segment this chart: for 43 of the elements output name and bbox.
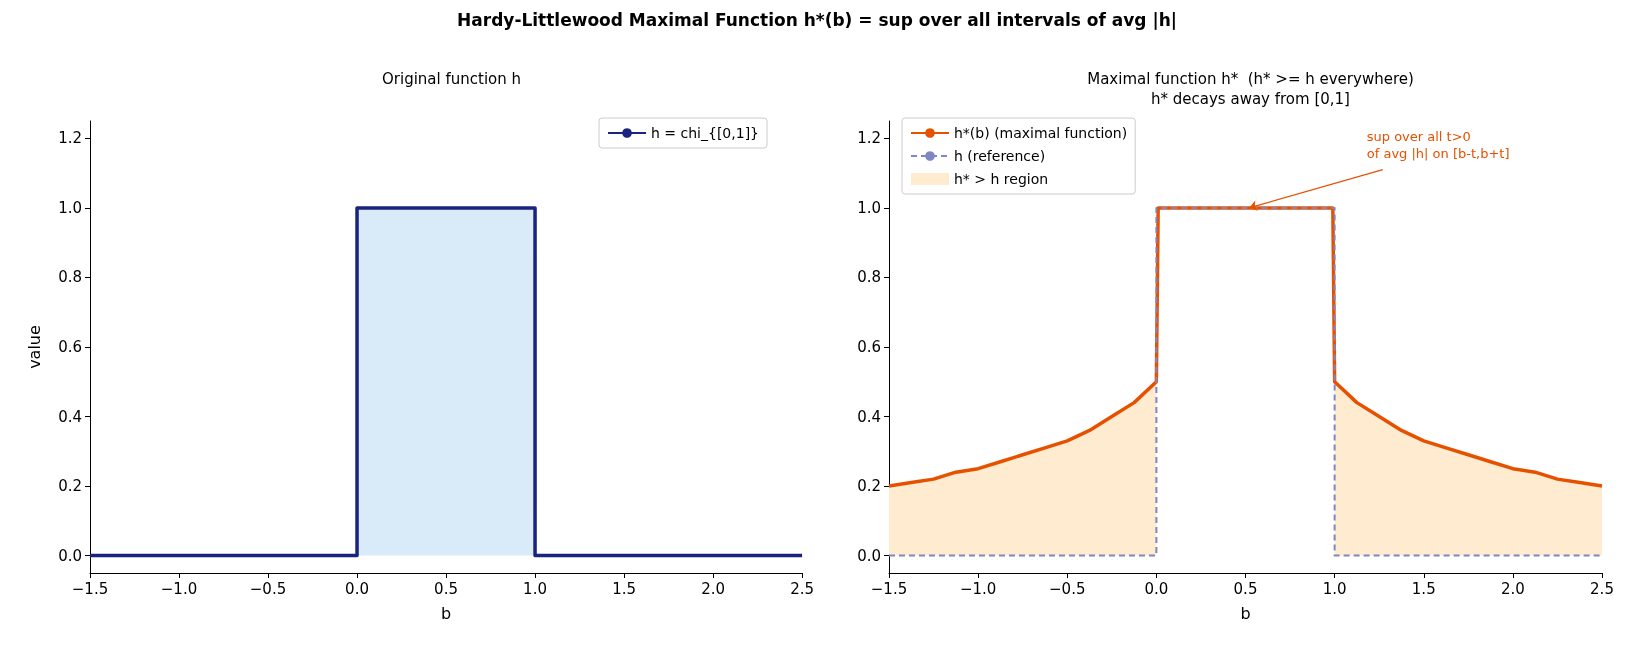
x-tick-label: 2.0 bbox=[1500, 579, 1525, 598]
x-tick-label: −1.0 bbox=[959, 579, 997, 598]
legend-label: h (reference) bbox=[954, 148, 1046, 164]
x-tick-label: 1.5 bbox=[1411, 579, 1436, 598]
y-axis-title: value bbox=[24, 325, 44, 369]
x-tick-label: 2.0 bbox=[701, 579, 725, 598]
x-tick-label: 0.0 bbox=[345, 579, 369, 598]
x-tick-label: 1.0 bbox=[1322, 579, 1347, 598]
y-tick-label: 0.0 bbox=[857, 546, 881, 565]
y-tick-label: 1.0 bbox=[857, 198, 881, 217]
y-tick-label: 0.8 bbox=[857, 268, 881, 287]
legend-label: h*(b) (maximal function) bbox=[954, 125, 1128, 141]
x-tick-label: 2.5 bbox=[790, 579, 814, 598]
y-tick-label: 0.4 bbox=[58, 407, 82, 426]
y-tick-label: 0.2 bbox=[857, 477, 881, 496]
y-tick-label: 0.2 bbox=[58, 477, 82, 496]
y-tick-label: 0.4 bbox=[857, 407, 881, 426]
y-tick-label: 1.2 bbox=[58, 129, 82, 148]
y-tick-label: 0.8 bbox=[58, 268, 82, 287]
x-tick-label: 0.5 bbox=[1233, 579, 1258, 598]
x-axis-title: b bbox=[1240, 603, 1251, 623]
legend-label: h* > h region bbox=[954, 171, 1049, 187]
x-tick-label: 1.5 bbox=[612, 579, 636, 598]
x-tick-label: 0.0 bbox=[1144, 579, 1169, 598]
legend-label: h = chi_{[0,1]} bbox=[651, 125, 759, 141]
x-axis-title: b bbox=[440, 603, 452, 623]
annotation: sup over all t>0 of avg |h| on [b-t,b+t] bbox=[1366, 128, 1510, 161]
x-tick-label: −0.5 bbox=[1049, 579, 1086, 598]
y-tick-label: 0.0 bbox=[58, 546, 82, 565]
y-tick-label: 1.0 bbox=[58, 198, 82, 217]
y-tick-label: 0.6 bbox=[857, 338, 881, 356]
x-tick-label: −1.0 bbox=[160, 579, 198, 598]
x-tick-label: −1.5 bbox=[71, 579, 109, 598]
x-tick-label: 1.0 bbox=[523, 579, 547, 598]
x-tick-label: −0.5 bbox=[249, 579, 287, 598]
text: Hardy-Littlewood Maximal Function h*(b) = sup over all intervals of avg |h| bbox=[456, 10, 1178, 30]
chart-title: Original function h bbox=[381, 70, 522, 88]
y-tick-label: 1.2 bbox=[857, 129, 881, 148]
chart-title: Maximal function h* (h* >= h everywhere) h* decays away from [0,1] bbox=[1087, 70, 1414, 108]
x-tick-label: −1.5 bbox=[870, 579, 908, 598]
x-tick-label: 0.5 bbox=[434, 579, 458, 598]
y-tick-label: 0.6 bbox=[58, 338, 82, 356]
x-tick-label: 2.5 bbox=[1590, 579, 1614, 598]
